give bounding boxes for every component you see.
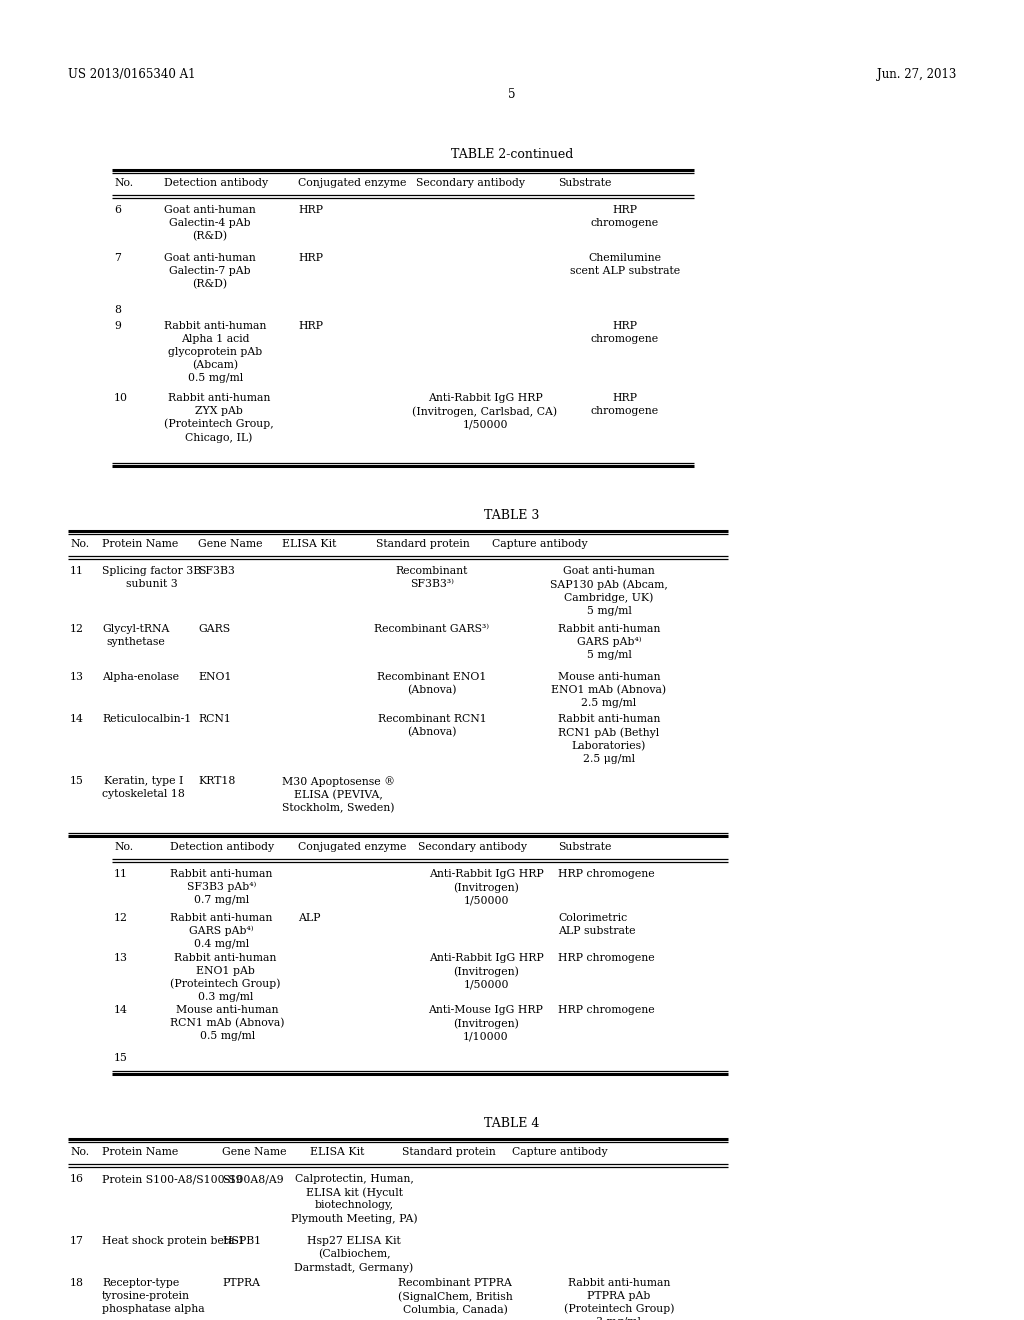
Text: Goat anti-human
SAP130 pAb (Abcam,
Cambridge, UK)
5 mg/ml: Goat anti-human SAP130 pAb (Abcam, Cambr…	[550, 566, 668, 616]
Text: Alpha-enolase: Alpha-enolase	[102, 672, 179, 682]
Text: Goat anti-human
Galectin-7 pAb
(R&D): Goat anti-human Galectin-7 pAb (R&D)	[164, 253, 256, 289]
Text: Rabbit anti-human
GARS pAb⁴⁾
5 mg/ml: Rabbit anti-human GARS pAb⁴⁾ 5 mg/ml	[558, 624, 660, 660]
Text: Goat anti-human
Galectin-4 pAb
(R&D): Goat anti-human Galectin-4 pAb (R&D)	[164, 205, 256, 242]
Text: Rabbit anti-human
RCN1 pAb (Bethyl
Laboratories)
2.5 μg/ml: Rabbit anti-human RCN1 pAb (Bethyl Labor…	[558, 714, 660, 763]
Text: US 2013/0165340 A1: US 2013/0165340 A1	[68, 69, 196, 81]
Text: Rabbit anti-human
ENO1 pAb
(Proteintech Group)
0.3 mg/ml: Rabbit anti-human ENO1 pAb (Proteintech …	[170, 953, 281, 1002]
Text: Substrate: Substrate	[558, 178, 611, 187]
Text: Recombinant
SF3B3³⁾: Recombinant SF3B3³⁾	[396, 566, 468, 589]
Text: Standard protein: Standard protein	[376, 539, 470, 549]
Text: Rabbit anti-human
SF3B3 pAb⁴⁾
0.7 mg/ml: Rabbit anti-human SF3B3 pAb⁴⁾ 0.7 mg/ml	[170, 869, 272, 906]
Text: 5: 5	[508, 88, 516, 102]
Text: Protein Name: Protein Name	[102, 539, 178, 549]
Text: 9: 9	[114, 321, 121, 331]
Text: Splicing factor 3B
subunit 3: Splicing factor 3B subunit 3	[102, 566, 201, 589]
Text: Substrate: Substrate	[558, 842, 611, 851]
Text: 15: 15	[114, 1053, 128, 1063]
Text: Reticulocalbin-1: Reticulocalbin-1	[102, 714, 191, 723]
Text: HRP
chromogene: HRP chromogene	[591, 321, 659, 343]
Text: Detection antibody: Detection antibody	[170, 842, 274, 851]
Text: Conjugated enzyme: Conjugated enzyme	[298, 842, 407, 851]
Text: RCN1: RCN1	[198, 714, 230, 723]
Text: Protein S100-A8/S100-S9: Protein S100-A8/S100-S9	[102, 1173, 243, 1184]
Text: HRP chromogene: HRP chromogene	[558, 953, 654, 964]
Text: Recombinant PTPRA
(SignalChem, British
Columbia, Canada): Recombinant PTPRA (SignalChem, British C…	[397, 1278, 512, 1315]
Text: HRP
chromogene: HRP chromogene	[591, 393, 659, 416]
Text: Heat shock protein beta-1: Heat shock protein beta-1	[102, 1236, 245, 1246]
Text: Capture antibody: Capture antibody	[512, 1147, 607, 1158]
Text: 8: 8	[114, 305, 121, 315]
Text: HRP
chromogene: HRP chromogene	[591, 205, 659, 228]
Text: ALP: ALP	[298, 913, 321, 923]
Text: 17: 17	[70, 1236, 84, 1246]
Text: Anti-Mouse IgG HRP
(Invitrogen)
1/10000: Anti-Mouse IgG HRP (Invitrogen) 1/10000	[429, 1005, 544, 1041]
Text: M30 Apoptosense ®
ELISA (PEVIVA,
Stockholm, Sweden): M30 Apoptosense ® ELISA (PEVIVA, Stockho…	[282, 776, 395, 813]
Text: Gene Name: Gene Name	[222, 1147, 287, 1158]
Text: Detection antibody: Detection antibody	[164, 178, 268, 187]
Text: PTPRA: PTPRA	[222, 1278, 260, 1288]
Text: 16: 16	[70, 1173, 84, 1184]
Text: 13: 13	[70, 672, 84, 682]
Text: 10: 10	[114, 393, 128, 403]
Text: ENO1: ENO1	[198, 672, 231, 682]
Text: Mouse anti-human
RCN1 mAb (Abnova)
0.5 mg/ml: Mouse anti-human RCN1 mAb (Abnova) 0.5 m…	[170, 1005, 285, 1041]
Text: No.: No.	[114, 842, 133, 851]
Text: Gene Name: Gene Name	[198, 539, 262, 549]
Text: Recombinant GARS³⁾: Recombinant GARS³⁾	[375, 624, 489, 634]
Text: Rabbit anti-human
GARS pAb⁴⁾
0.4 mg/ml: Rabbit anti-human GARS pAb⁴⁾ 0.4 mg/ml	[170, 913, 272, 949]
Text: 7: 7	[114, 253, 121, 263]
Text: Standard protein: Standard protein	[402, 1147, 496, 1158]
Text: Secondary antibody: Secondary antibody	[418, 842, 527, 851]
Text: Chemilumine
scent ALP substrate: Chemilumine scent ALP substrate	[570, 253, 680, 276]
Text: 12: 12	[114, 913, 128, 923]
Text: HRP chromogene: HRP chromogene	[558, 869, 654, 879]
Text: HRP: HRP	[298, 321, 323, 331]
Text: Anti-Rabbit IgG HRP
(Invitrogen, Carlsbad, CA)
1/50000: Anti-Rabbit IgG HRP (Invitrogen, Carlsba…	[413, 393, 557, 429]
Text: Recombinant ENO1
(Abnova): Recombinant ENO1 (Abnova)	[377, 672, 486, 696]
Text: TABLE 2-continued: TABLE 2-continued	[451, 148, 573, 161]
Text: HRP: HRP	[298, 253, 323, 263]
Text: Secondary antibody: Secondary antibody	[416, 178, 525, 187]
Text: Colorimetric
ALP substrate: Colorimetric ALP substrate	[558, 913, 636, 936]
Text: TABLE 3: TABLE 3	[484, 510, 540, 521]
Text: 18: 18	[70, 1278, 84, 1288]
Text: No.: No.	[70, 539, 89, 549]
Text: Rabbit anti-human
PTPRA pAb
(Proteintech Group)
3 mg/ml: Rabbit anti-human PTPRA pAb (Proteintech…	[564, 1278, 674, 1320]
Text: KRT18: KRT18	[198, 776, 236, 785]
Text: Glycyl-tRNA
synthetase: Glycyl-tRNA synthetase	[102, 624, 169, 647]
Text: Rabbit anti-human
Alpha 1 acid
glycoprotein pAb
(Abcam)
0.5 mg/ml: Rabbit anti-human Alpha 1 acid glycoprot…	[164, 321, 266, 383]
Text: S100A8/A9: S100A8/A9	[222, 1173, 284, 1184]
Text: Rabbit anti-human
ZYX pAb
(Proteintech Group,
Chicago, IL): Rabbit anti-human ZYX pAb (Proteintech G…	[164, 393, 273, 444]
Text: GARS: GARS	[198, 624, 230, 634]
Text: 15: 15	[70, 776, 84, 785]
Text: Calprotectin, Human,
ELISA kit (Hycult
biotechnology,
Plymouth Meeting, PA): Calprotectin, Human, ELISA kit (Hycult b…	[291, 1173, 418, 1224]
Text: Mouse anti-human
ENO1 mAb (Abnova)
2.5 mg/ml: Mouse anti-human ENO1 mAb (Abnova) 2.5 m…	[552, 672, 667, 708]
Text: HRP chromogene: HRP chromogene	[558, 1005, 654, 1015]
Text: 13: 13	[114, 953, 128, 964]
Text: Capture antibody: Capture antibody	[492, 539, 588, 549]
Text: 6: 6	[114, 205, 121, 215]
Text: Jun. 27, 2013: Jun. 27, 2013	[877, 69, 956, 81]
Text: HRP: HRP	[298, 205, 323, 215]
Text: Keratin, type I
cytoskeletal 18: Keratin, type I cytoskeletal 18	[102, 776, 185, 799]
Text: Recombinant RCN1
(Abnova): Recombinant RCN1 (Abnova)	[378, 714, 486, 738]
Text: 14: 14	[70, 714, 84, 723]
Text: Conjugated enzyme: Conjugated enzyme	[298, 178, 407, 187]
Text: Anti-Rabbit IgG HRP
(Invitrogen)
1/50000: Anti-Rabbit IgG HRP (Invitrogen) 1/50000	[429, 869, 544, 906]
Text: 11: 11	[114, 869, 128, 879]
Text: Protein Name: Protein Name	[102, 1147, 178, 1158]
Text: SF3B3: SF3B3	[198, 566, 234, 576]
Text: No.: No.	[70, 1147, 89, 1158]
Text: 12: 12	[70, 624, 84, 634]
Text: Anti-Rabbit IgG HRP
(Invitrogen)
1/50000: Anti-Rabbit IgG HRP (Invitrogen) 1/50000	[429, 953, 544, 990]
Text: 11: 11	[70, 566, 84, 576]
Text: No.: No.	[114, 178, 133, 187]
Text: TABLE 4: TABLE 4	[484, 1117, 540, 1130]
Text: ELISA Kit: ELISA Kit	[310, 1147, 365, 1158]
Text: Receptor-type
tyrosine-protein
phosphatase alpha: Receptor-type tyrosine-protein phosphata…	[102, 1278, 205, 1313]
Text: Hsp27 ELISA Kit
(Calbiochem,
Darmstadt, Germany): Hsp27 ELISA Kit (Calbiochem, Darmstadt, …	[294, 1236, 414, 1272]
Text: ELISA Kit: ELISA Kit	[282, 539, 336, 549]
Text: HSPB1: HSPB1	[222, 1236, 261, 1246]
Text: 14: 14	[114, 1005, 128, 1015]
